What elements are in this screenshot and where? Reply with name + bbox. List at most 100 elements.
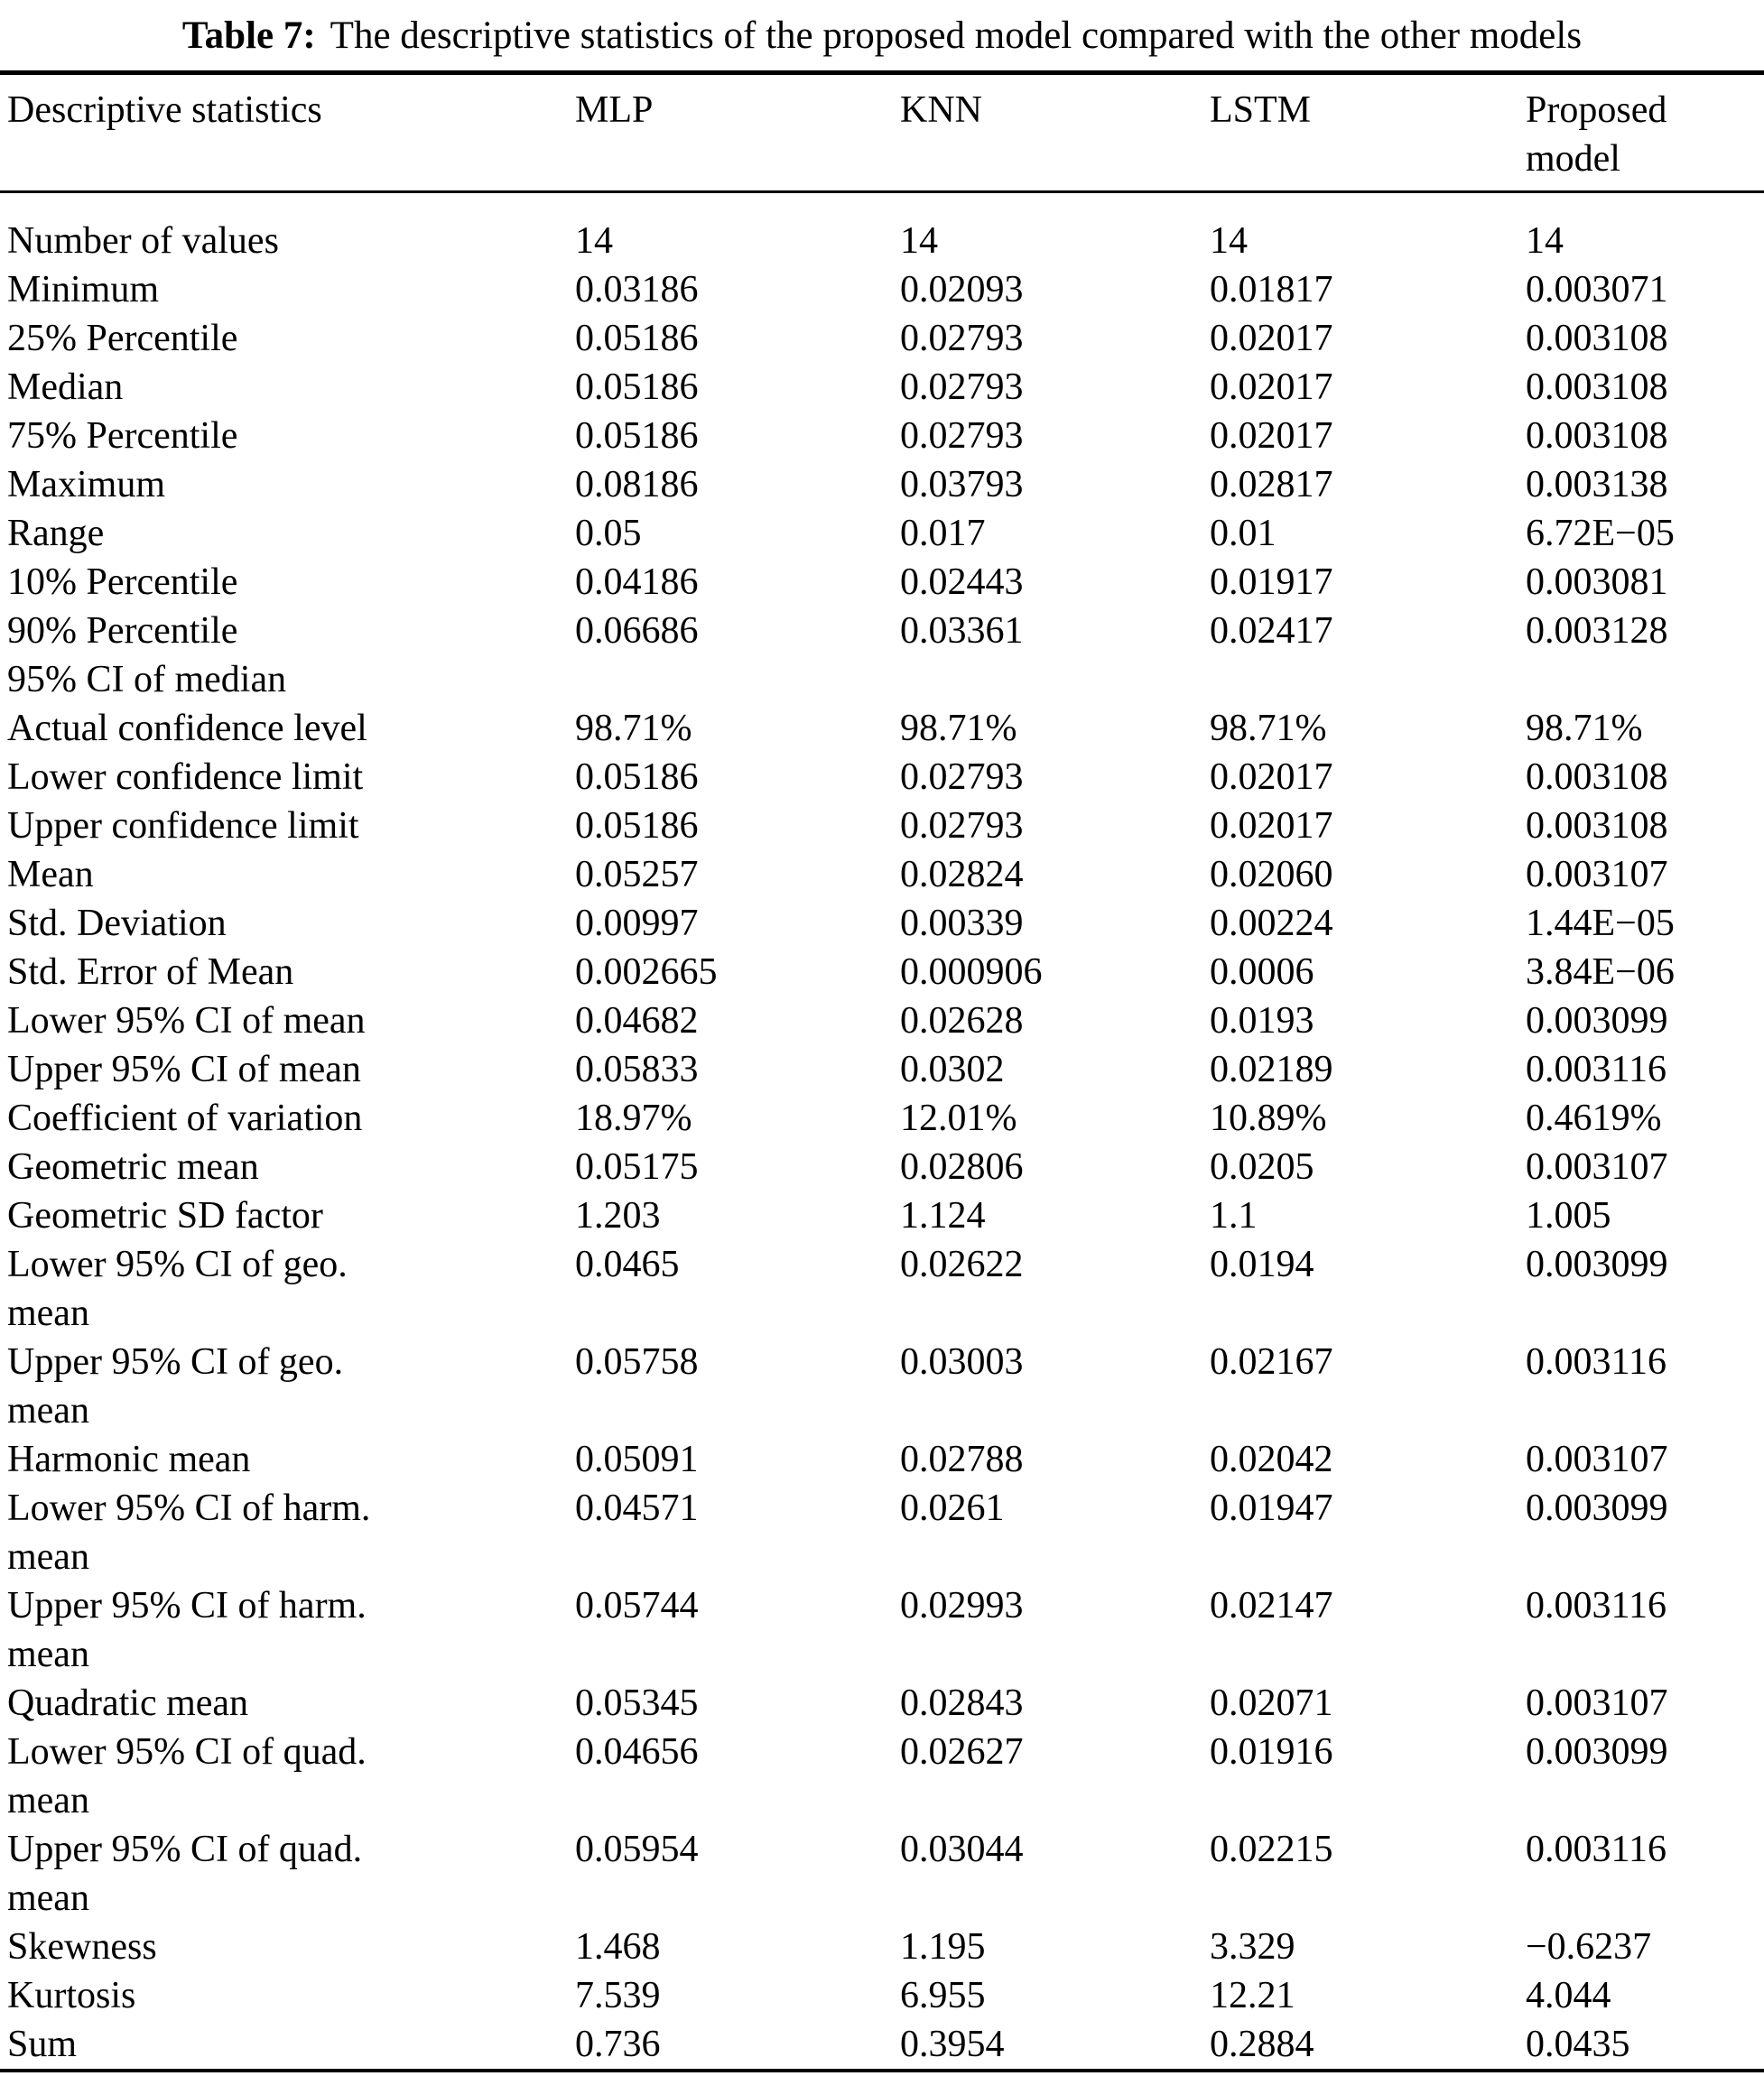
cell-value: 1.468: [575, 1926, 661, 1968]
table-row: Lower 95% CI of geo. mean 0.0465 0.02622…: [0, 1240, 1764, 1338]
cell-value: 0.05186: [575, 366, 699, 408]
table-row: Skewness 1.468 1.195 3.329 −0.6237: [0, 1923, 1764, 1971]
cell-value: 0.003108: [1526, 318, 1668, 359]
cell-value: 0.02622: [900, 1244, 1024, 1285]
cell-value: 0.003108: [1526, 756, 1668, 798]
cell-value: 0.003116: [1526, 1585, 1667, 1627]
cell-value: 0.05186: [575, 756, 699, 798]
row-label: Skewness: [7, 1926, 157, 1968]
row-label: Lower 95% CI of geo. mean: [7, 1244, 348, 1334]
row-label: Kurtosis: [7, 1975, 136, 2016]
cell-value: 0.03793: [900, 464, 1024, 505]
cell-value: 0.003108: [1526, 415, 1668, 457]
cell-value: 0.003138: [1526, 464, 1668, 505]
cell-value: 0.02824: [900, 854, 1024, 895]
cell-value: 0.003071: [1526, 269, 1668, 310]
row-label: Std. Error of Mean: [7, 951, 294, 993]
cell-value: 0.02215: [1210, 1829, 1333, 1870]
cell-value: 18.97%: [575, 1098, 692, 1139]
row-label: Harmonic mean: [7, 1439, 251, 1480]
cell-value: 0.003116: [1526, 1829, 1667, 1870]
cell-value: 1.124: [900, 1195, 986, 1237]
cell-value: 12.01%: [900, 1098, 1017, 1139]
cell-value: 0.003099: [1526, 1000, 1668, 1042]
cell-value: 0.05175: [575, 1146, 699, 1188]
cell-value: 0.05954: [575, 1829, 699, 1870]
cell-value: 0.02189: [1210, 1049, 1333, 1090]
cell-value: −0.6237: [1526, 1926, 1652, 1968]
cell-value: 0.003108: [1526, 805, 1668, 847]
row-label: 10% Percentile: [7, 561, 238, 603]
cell-value: 0.05: [575, 513, 642, 554]
table-row: Std. Error of Mean 0.002665 0.000906 0.0…: [0, 948, 1764, 996]
cell-value: 0.02627: [900, 1731, 1024, 1773]
table-body: Number of values 14 14 14 14 Minimum 0.0…: [0, 192, 1764, 2071]
cell-value: 0.03186: [575, 269, 699, 310]
cell-value: 0.05186: [575, 318, 699, 359]
table-row: Geometric SD factor 1.203 1.124 1.1 1.00…: [0, 1191, 1764, 1240]
table-row: 95% CI of median: [0, 655, 1764, 704]
row-label: Lower confidence limit: [7, 756, 364, 798]
row-label: Mean: [7, 854, 94, 895]
row-label: Lower 95% CI of mean: [7, 1000, 366, 1042]
cell-value: 0.02017: [1210, 366, 1333, 408]
row-label: Quadratic mean: [7, 1682, 249, 1724]
cell-value: 0.0465: [575, 1244, 680, 1285]
cell-value: 0.3954: [900, 2024, 1005, 2065]
cell-value: 0.02443: [900, 561, 1024, 603]
cell-value: 6.72E−05: [1526, 513, 1675, 554]
cell-value: 0.01817: [1210, 269, 1333, 310]
row-label: Upper 95% CI of geo. mean: [7, 1341, 344, 1432]
cell-value: 0.4619%: [1526, 1098, 1662, 1139]
table-row: Upper 95% CI of geo. mean 0.05758 0.0300…: [0, 1338, 1764, 1435]
column-header-proposed-model: Proposed model: [1526, 72, 1764, 193]
cell-value: 0.02793: [900, 756, 1024, 798]
cell-value: 14: [1526, 220, 1564, 262]
row-label: Sum: [7, 2024, 78, 2065]
statistics-table: Descriptive statistics MLP KNN LSTM Prop…: [0, 70, 1764, 2072]
table-row: Sum 0.736 0.3954 0.2884 0.0435: [0, 2020, 1764, 2071]
cell-value: 0.01916: [1210, 1731, 1333, 1773]
cell-value: 0.003107: [1526, 1439, 1668, 1480]
cell-value: [1526, 655, 1764, 704]
cell-value: 4.044: [1526, 1975, 1611, 2016]
cell-value: 0.003116: [1526, 1049, 1667, 1090]
row-label: 75% Percentile: [7, 415, 238, 457]
row-label: Minimum: [7, 269, 160, 310]
cell-value: 0.003107: [1526, 854, 1668, 895]
table-row: Lower 95% CI of mean 0.04682 0.02628 0.0…: [0, 996, 1764, 1045]
cell-value: 0.002665: [575, 951, 718, 993]
row-label: Maximum: [7, 464, 165, 505]
cell-value: 0.02417: [1210, 610, 1333, 652]
cell-value: 0.000906: [900, 951, 1043, 993]
cell-value: 0.04656: [575, 1731, 699, 1773]
table-row: 90% Percentile 0.06686 0.03361 0.02417 0…: [0, 607, 1764, 655]
table-row: Upper 95% CI of quad. mean 0.05954 0.030…: [0, 1825, 1764, 1923]
table-caption-text: The descriptive statistics of the propos…: [330, 14, 1583, 57]
cell-value: 0.02167: [1210, 1341, 1333, 1383]
cell-value: 0.02628: [900, 1000, 1024, 1042]
cell-value: 0.08186: [575, 464, 699, 505]
cell-value: 0.06686: [575, 610, 699, 652]
cell-value: 0.003107: [1526, 1146, 1668, 1188]
cell-value: 0.02093: [900, 269, 1024, 310]
column-header-knn: KNN: [900, 72, 1210, 193]
row-label: Range: [7, 513, 105, 554]
cell-value: 0.003099: [1526, 1244, 1668, 1285]
cell-value: 0.00997: [575, 903, 699, 944]
cell-value: 0.02060: [1210, 854, 1333, 895]
cell-value: 1.005: [1526, 1195, 1611, 1237]
cell-value: 10.89%: [1210, 1098, 1327, 1139]
column-header-descriptive-statistics: Descriptive statistics: [0, 72, 575, 193]
cell-value: 0.03361: [900, 610, 1024, 652]
cell-value: 0.04682: [575, 1000, 699, 1042]
cell-value: 0.0435: [1526, 2024, 1630, 2065]
row-label: Upper 95% CI of harm. mean: [7, 1585, 367, 1675]
table-row: Maximum 0.08186 0.03793 0.02817 0.003138: [0, 460, 1764, 509]
cell-value: 0.05833: [575, 1049, 699, 1090]
table-row: Number of values 14 14 14 14: [0, 192, 1764, 266]
table-header: Descriptive statistics MLP KNN LSTM Prop…: [0, 72, 1764, 193]
cell-value: 6.955: [900, 1975, 986, 2016]
table-row: Mean 0.05257 0.02824 0.02060 0.003107: [0, 850, 1764, 899]
cell-value: 0.02806: [900, 1146, 1024, 1188]
